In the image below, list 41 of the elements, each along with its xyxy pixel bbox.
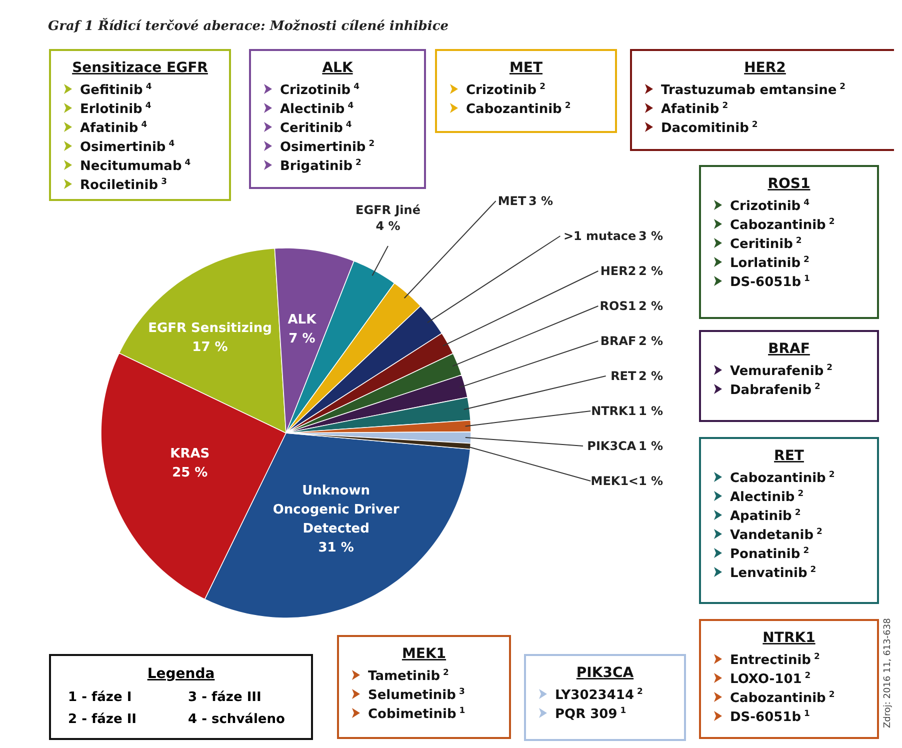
data-label: 2 % [638,369,663,383]
slice-label: BRAF [600,334,636,348]
slice-label: KRAS [170,446,210,462]
data-label: 1 % [638,404,663,418]
slice-label: ALK [288,312,318,328]
text: Sensitizace EGFR Gefitinib$^{4}$ Erlotinib$^{4}$ Afatinib$^{4}$ Osimertinib$^{4}$ Necitumumab$^{4}$ Rociletinib$^{3}$ [72,60,208,193]
data-label: 3 % [638,229,663,243]
data-label: 25 % [172,465,208,480]
text: NTRK1 Entrectinib$^{2}$ LOXO-101$^{2}$ Cabozantinib$^{2}$ DS-6051b$^{1}$ [730,630,835,725]
slice-label: >1 mutace [563,229,636,243]
text: MEK1 Tametinib$^{2}$ Selumetinib$^{3}$ Cobimetinib$^{1}$ [368,646,466,722]
slice-label: PIK3CA [587,439,637,453]
data-label: 1 % [638,439,663,453]
data-label: 2 % [638,334,663,348]
slice-label: MET [498,194,528,208]
text: HER2 Trastuzumab emtansine$^{2}$ Afatinib$^{2}$ Dacomitinib$^{2}$ [661,60,846,136]
slice-label: ROS1 [600,299,636,313]
data-label: 3 % [528,194,553,208]
text: MET Crizotinib$^{2}$ Cabozantinib$^{2}$ [466,60,571,117]
slice-label: NTRK1 [591,404,636,418]
text: ROS1 Crizotinib$^{4}$ Cabozantinib$^{2}$ Ceritinib$^{2}$ Lorlatinib$^{2}$ DS-6051b$^{1}$ [730,176,835,290]
data-label: 4 % [376,219,400,233]
chart-title: Graf 1 Řídicí terčové aberace: Možnosti cílené inhibice [48,17,449,34]
data-label: 17 % [192,340,228,355]
slice-label: Unknown Oncogenic Driver Detected [272,484,400,537]
data-label: <1 % [628,474,663,488]
slice-label: MEK1 [590,474,629,488]
slice-label: RET [610,369,638,383]
text: RET Cabozantinib$^{2}$ Alectinib$^{2}$ Apatinib$^{2}$ Vandetanib$^{2}$ Ponatinib$^{2}$ Lenvatinib$^{2}$ [730,448,835,581]
slice-label: HER2 [600,264,636,278]
slice-label: EGFR Jiné [356,203,420,217]
slice-label: EGFR Sensitizing [148,320,272,336]
text: BRAF Vemurafenib$^{2}$ Dabrafenib$^{2}$ [730,341,833,398]
data-label: 31 % [318,540,354,556]
text: ALK Crizotinib$^{4}$ Alectinib$^{4}$ Ceritinib$^{4}$ Osimertinib$^{2}$ Brigatinib$^{2}$ [280,60,375,174]
text: Legenda 1 - fáze I 3 - fáze III 2 - fáze II 4 - schváleno [68,666,285,727]
text: PIK3CA LY3023414$^{2}$ PQR 309$^{1}$ [555,665,643,722]
text: Zdroj: 2016 11, 613-638 [883,618,893,728]
data-label: 7 % [288,332,316,347]
data-label: 2 % [638,264,663,278]
data-label: 2 % [638,299,663,313]
